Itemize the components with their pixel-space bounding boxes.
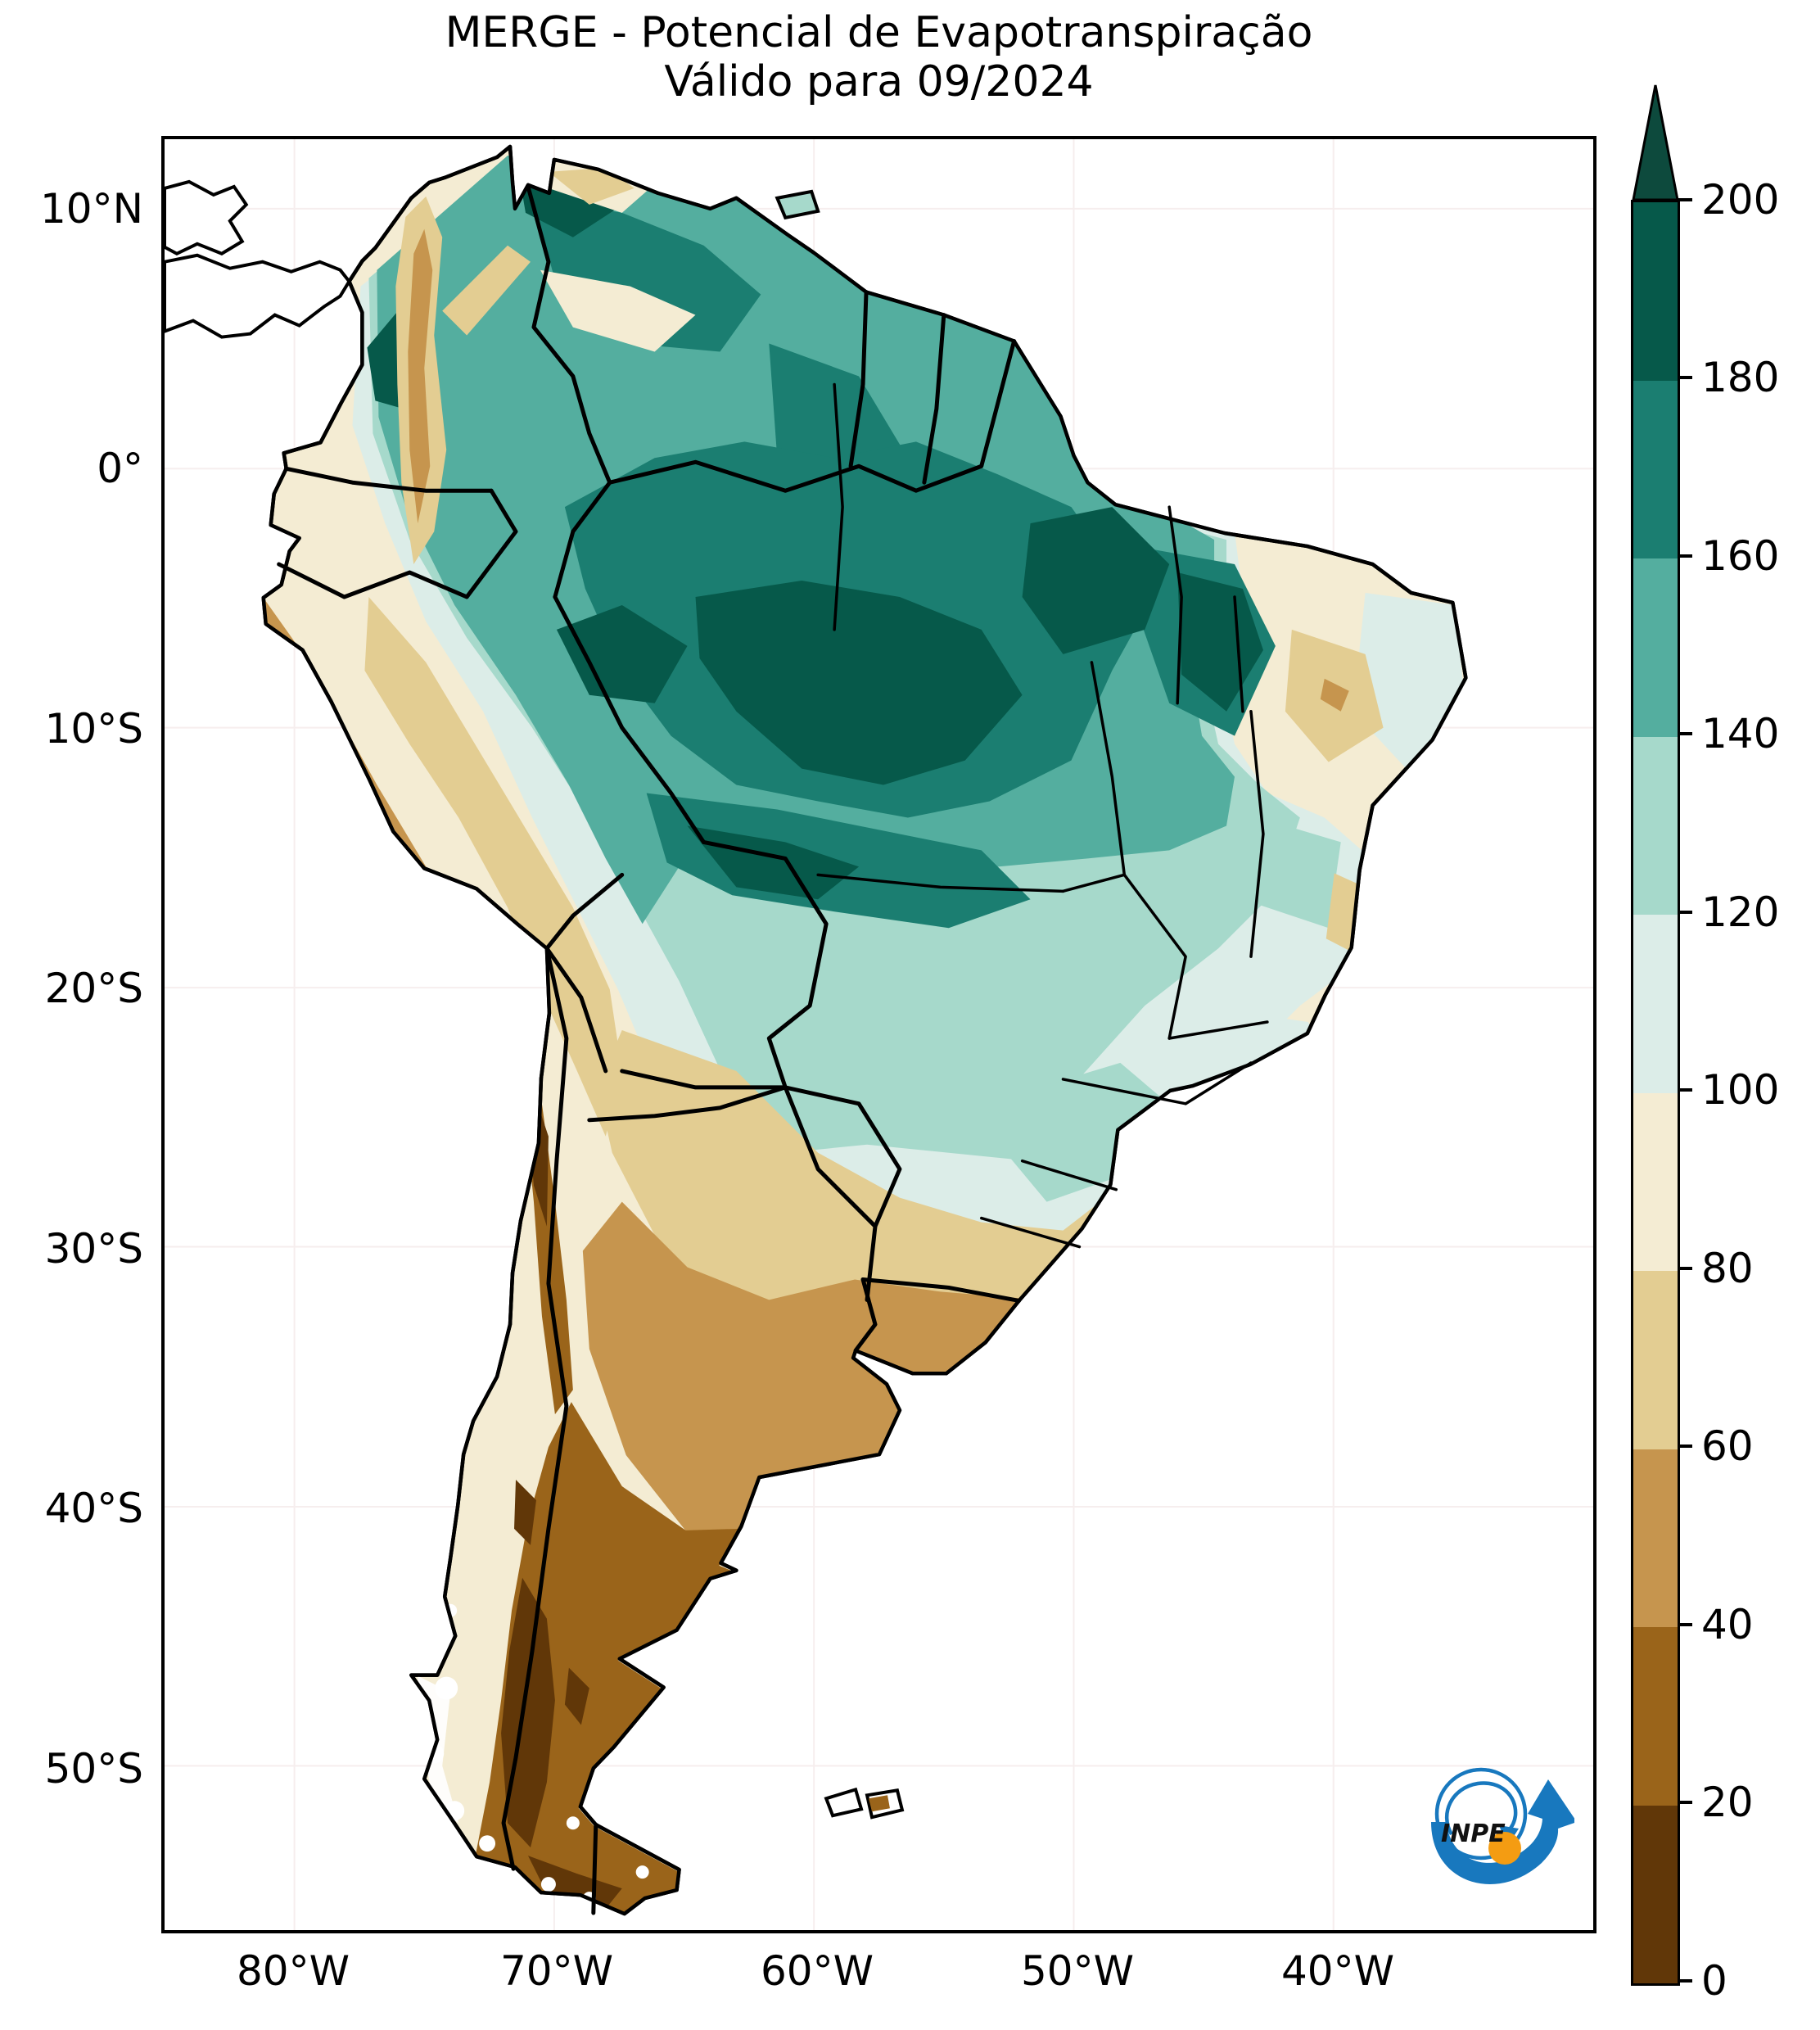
lon-label-70w: 70°W [499, 1947, 614, 1995]
inpe-logo-orange-ball [1488, 1832, 1521, 1865]
colorbar-label-160: 160 [1701, 532, 1780, 580]
lat-label-20s: 20°S [44, 965, 143, 1012]
colorbar-label-120: 120 [1701, 888, 1780, 936]
colorbar-seg-120-140 [1633, 736, 1678, 915]
falkland-islands [824, 1787, 905, 1820]
lon-label-60w: 60°W [760, 1947, 874, 1995]
colorbar-seg-140-160 [1633, 558, 1678, 737]
map-title-line1: MERGE - Potencial de Evapotranspiração [445, 8, 1313, 57]
inpe-logo: INPE [1431, 1767, 1574, 1884]
colorbar-label-200: 200 [1701, 176, 1780, 224]
colorbar-seg-100-120 [1633, 915, 1678, 1093]
lat-label-10n: 10°N [39, 185, 143, 233]
colorbar-label-40: 40 [1701, 1601, 1754, 1648]
colorbar-label-140: 140 [1701, 710, 1780, 757]
country-borders [277, 184, 1022, 1915]
colorbar-seg-40-60 [1633, 1449, 1678, 1627]
colorbar-label-100: 100 [1701, 1066, 1780, 1114]
colorbar-label-20: 20 [1701, 1779, 1754, 1826]
map-plot-area [161, 136, 1596, 1933]
map-title: MERGE - Potencial de Evapotranspiração V… [163, 8, 1595, 106]
colorbar-tick [1678, 1801, 1692, 1804]
colorbar-tick [1678, 1088, 1692, 1092]
colorbar-seg-180-200 [1633, 202, 1678, 381]
colorbar-label-80: 80 [1701, 1245, 1754, 1292]
colorbar-tick [1678, 911, 1692, 914]
map-title-line2: Válido para 09/2024 [664, 57, 1094, 106]
colorbar-tick [1678, 1979, 1692, 1983]
colorbar-seg-160-180 [1633, 380, 1678, 558]
colorbar-tick [1678, 1445, 1692, 1448]
colorbar-tick [1678, 732, 1692, 735]
inpe-logo-text: INPE [1441, 1820, 1506, 1848]
colorbar-tick [1678, 1623, 1692, 1626]
colorbar-label-180: 180 [1701, 354, 1780, 401]
lat-label-10s: 10°S [44, 705, 143, 753]
colorbar-seg-0-20 [1633, 1805, 1678, 1983]
colorbar-tick [1678, 554, 1692, 558]
lon-label-80w: 80°W [236, 1947, 350, 1995]
colorbar-over-arrow [1632, 84, 1679, 201]
lat-label-40s: 40°S [44, 1485, 143, 1532]
colorbar-seg-60-80 [1633, 1271, 1678, 1449]
south-america-map [165, 139, 1593, 1930]
colorbar-seg-80-100 [1633, 1092, 1678, 1271]
lat-label-50s: 50°S [44, 1745, 143, 1793]
lat-label-0: 0° [97, 445, 143, 492]
colorbar-label-60: 60 [1701, 1422, 1754, 1470]
inpe-logo-inner-spiral [1445, 1781, 1518, 1836]
colorbar-label-0: 0 [1701, 1957, 1727, 2005]
central-america-outline [165, 179, 820, 339]
colorbar-tick [1678, 376, 1692, 379]
colorbar-tick [1678, 198, 1692, 201]
lon-label-50w: 50°W [1020, 1947, 1135, 1995]
lon-label-40w: 40°W [1280, 1947, 1395, 1995]
inpe-logo-big-arrow [1431, 1779, 1574, 1884]
colorbar-seg-20-40 [1633, 1627, 1678, 1806]
inpe-logo-outer-ring [1434, 1767, 1528, 1860]
colorbar-tick [1678, 1267, 1692, 1270]
colorbar [1631, 200, 1680, 1986]
evapotranspiration-field [263, 155, 1465, 1915]
state-borders [816, 382, 1269, 1249]
lat-label-30s: 30°S [44, 1225, 143, 1273]
